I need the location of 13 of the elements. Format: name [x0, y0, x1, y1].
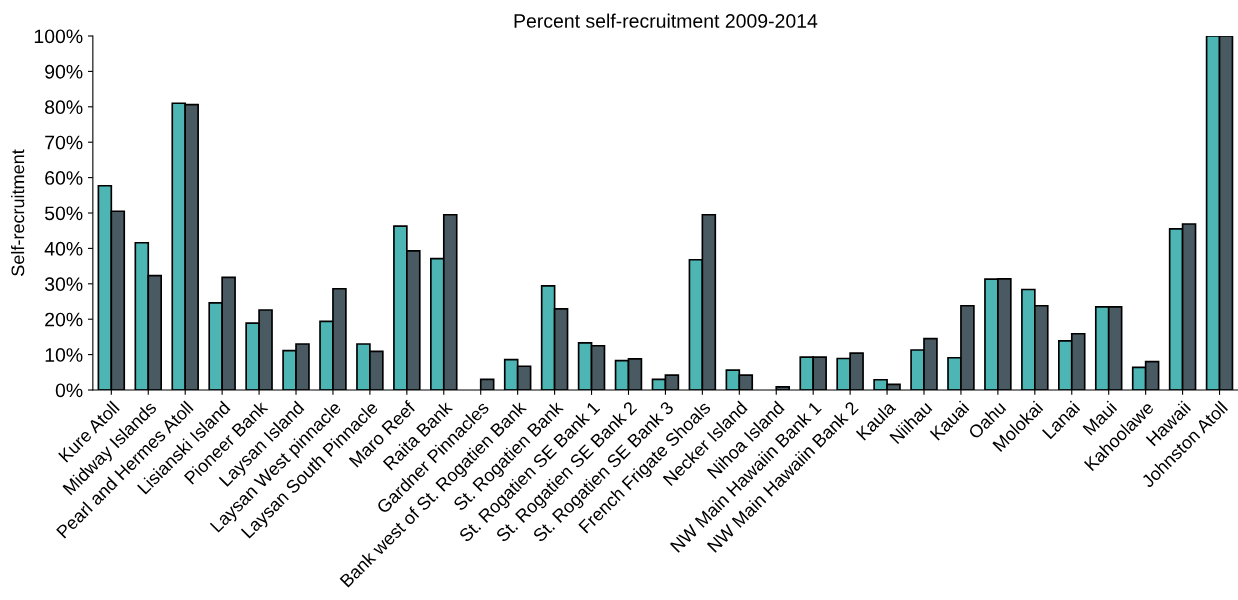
- y-tick-label: 40%: [44, 241, 83, 256]
- y-tick-label: 0%: [55, 383, 83, 398]
- y-tick-label: 10%: [45, 348, 83, 362]
- y-tick-label: 90%: [45, 64, 83, 79]
- y-tick-label: 60%: [45, 171, 83, 185]
- chart-title: Percent self-recruitment 2009-2014: [514, 13, 818, 28]
- y-axis-title: Self-recruitment: [11, 149, 25, 276]
- y-tick-label: 100%: [34, 29, 83, 44]
- y-tick-label: 20%: [45, 312, 83, 327]
- y-tick-label: 80%: [45, 100, 83, 115]
- y-tick-label: 70%: [45, 135, 83, 150]
- y-tick-label: 50%: [44, 206, 83, 221]
- y-tick-label: 30%: [44, 277, 83, 292]
